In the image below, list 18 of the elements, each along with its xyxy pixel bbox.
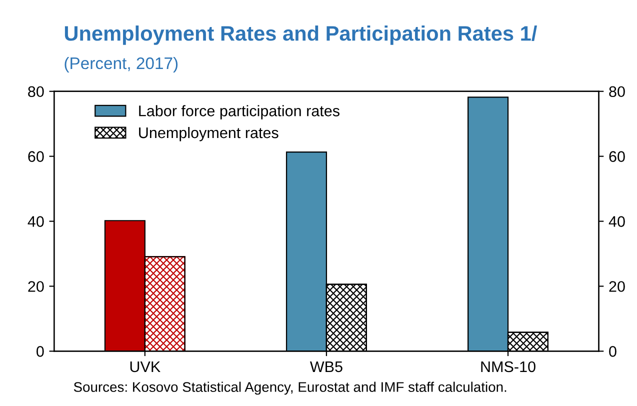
y-tick-label: 0 [36, 346, 44, 357]
y-tick-label: 60 [28, 151, 44, 162]
y-tick-label: 20 [28, 281, 44, 292]
x-tick-label: WB5 [310, 361, 342, 372]
x-tick-label: UVK [130, 361, 160, 372]
y-tick-label: 80 [28, 86, 44, 98]
chart-subtitle: (Percent, 2017) [64, 56, 178, 72]
y-tick-label: 40 [28, 216, 44, 227]
legend-label: Unemployment rates [139, 126, 278, 142]
y2-tick-label: 60 [609, 151, 625, 162]
legend-label: Labor force participation rates [139, 105, 340, 120]
y2-tick-label: 40 [608, 216, 625, 227]
y2-tick-label: 80 [609, 86, 625, 98]
chart-title: Unemployment Rates and Participation Rates 1/ [64, 26, 537, 45]
y2-tick-label: 0 [609, 346, 616, 357]
source-note: Sources: Kosovo Statistical Agency, Eurostat and IMF staff calculation. [74, 382, 506, 395]
x-tick-label: NMS-10 [481, 361, 536, 372]
y2-tick-label: 20 [609, 281, 625, 292]
